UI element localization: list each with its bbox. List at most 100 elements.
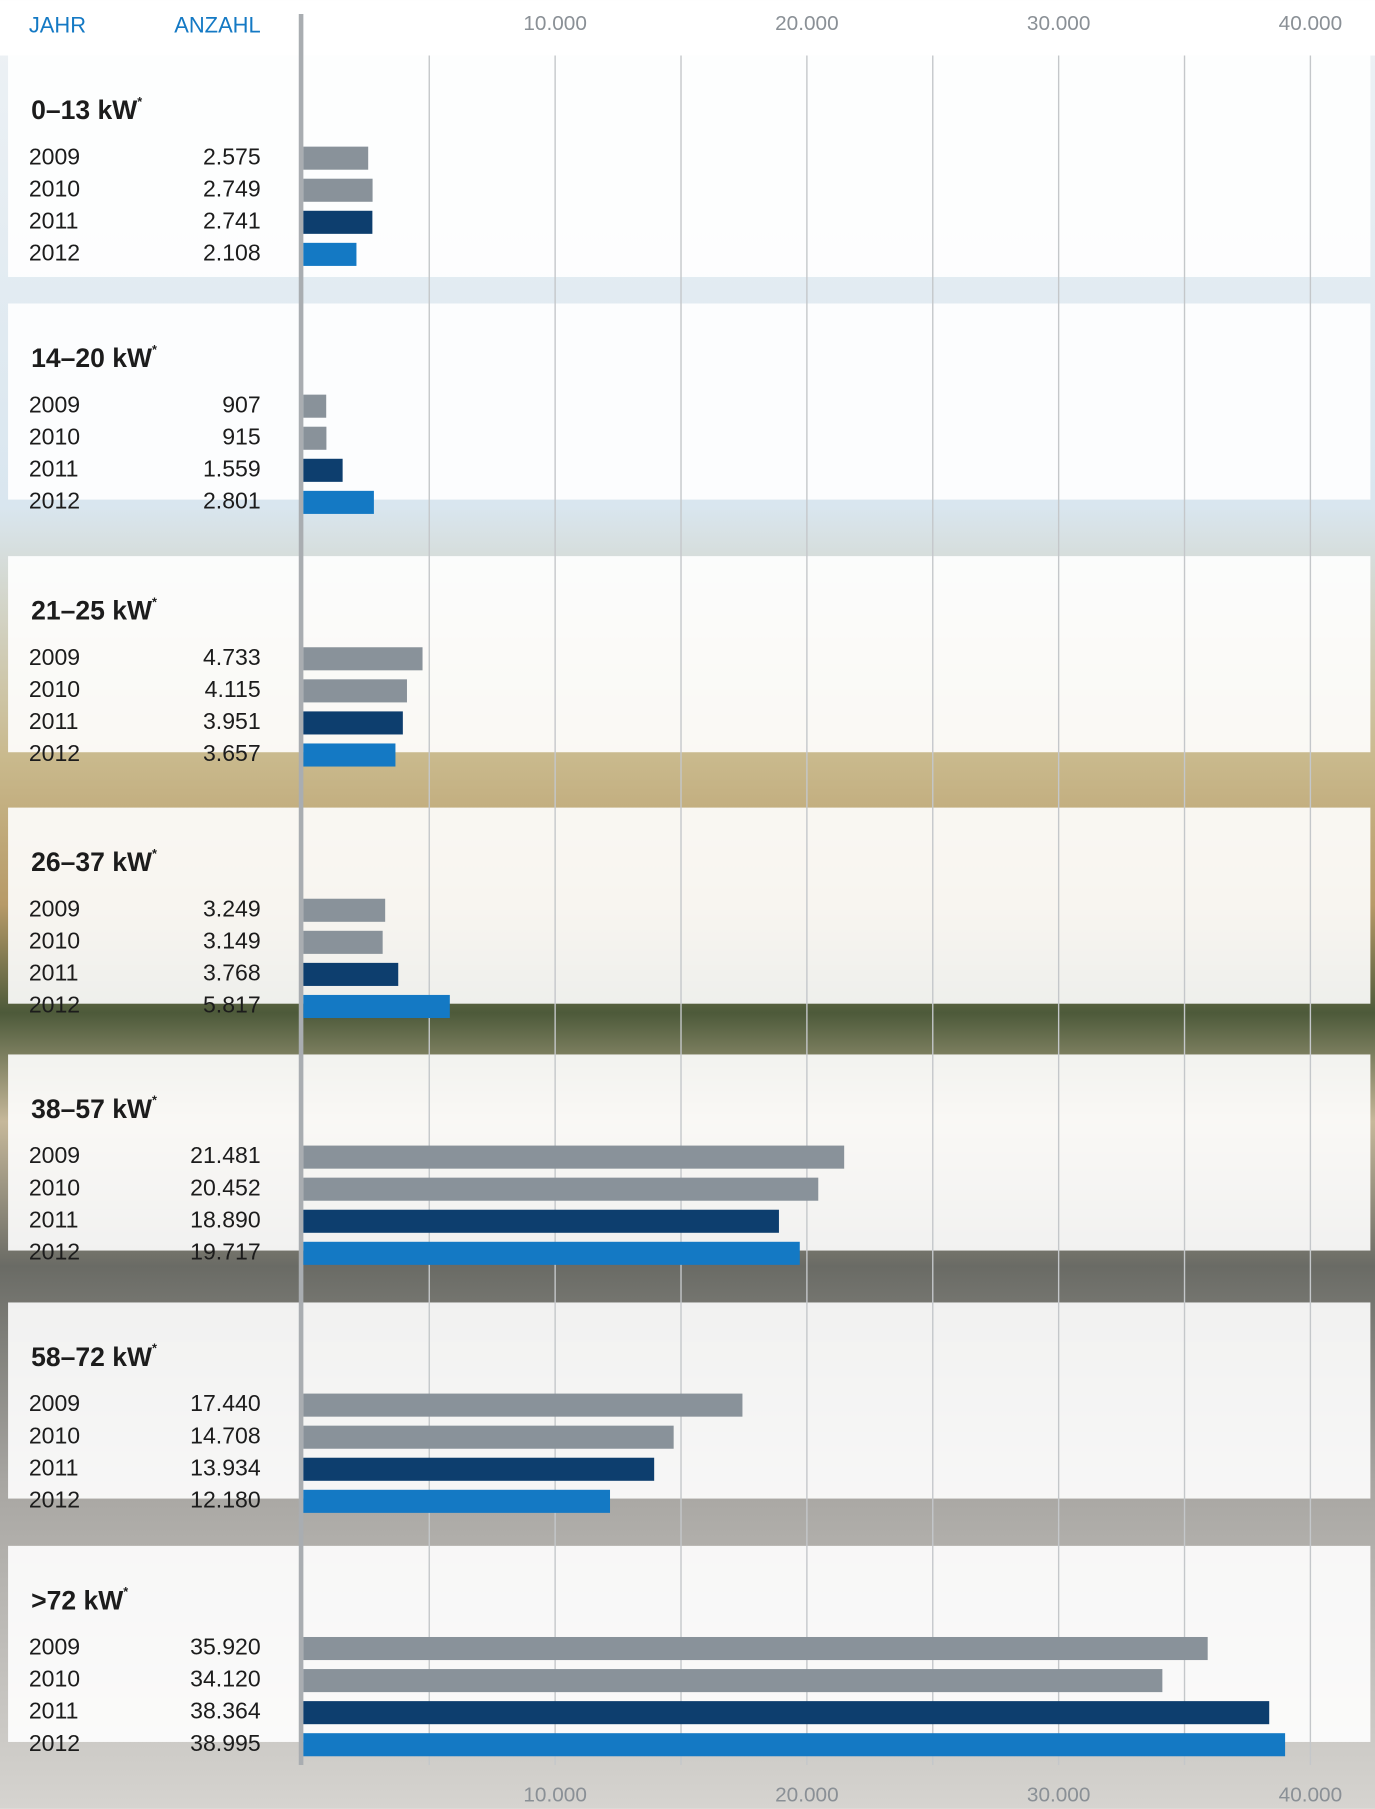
footnote-marker: *: [152, 596, 157, 610]
group-label: 26–37 kW: [31, 847, 152, 877]
bar: [303, 459, 342, 482]
value-label: 2.741: [203, 207, 261, 233]
year-label: 2011: [29, 207, 79, 233]
x-tick-label: 40.000: [1279, 12, 1342, 35]
bar: [303, 211, 372, 234]
bar: [303, 1458, 654, 1481]
value-label: 4.115: [205, 676, 261, 702]
group-title: 14–20 kW*: [31, 343, 157, 373]
x-tick-label: 20.000: [775, 12, 838, 35]
bar: [303, 491, 374, 514]
value-label: 3.657: [203, 740, 261, 766]
year-label: 2010: [29, 423, 80, 449]
value-label: 35.920: [190, 1634, 261, 1660]
group-label: 21–25 kW: [31, 596, 152, 626]
value-label: 4.733: [203, 644, 261, 670]
year-label: 2010: [29, 676, 80, 702]
bar: [303, 963, 398, 986]
bar: [303, 1733, 1285, 1756]
year-label: 2010: [29, 927, 80, 953]
year-label: 2012: [29, 1238, 80, 1264]
chart: JAHR ANZAHL 10.00010.00020.00020.00030.0…: [0, 0, 1375, 1809]
year-label: 2009: [29, 1390, 80, 1416]
year-label: 2011: [29, 708, 79, 734]
value-label: 38.364: [190, 1698, 261, 1724]
year-label: 2010: [29, 1422, 80, 1448]
bar: [303, 395, 326, 418]
value-label: 21.481: [190, 1142, 261, 1168]
value-label: 2.108: [203, 239, 261, 265]
group-label: 14–20 kW: [31, 343, 152, 373]
value-label: 915: [222, 423, 260, 449]
year-header: JAHR: [29, 12, 86, 37]
footnote-marker: *: [123, 1585, 128, 1599]
x-tick-label: 10.000: [523, 12, 586, 35]
group-title: 26–37 kW*: [31, 847, 157, 877]
footnote-marker: *: [152, 847, 157, 861]
year-label: 2009: [29, 1142, 80, 1168]
bar: [303, 1669, 1162, 1692]
x-tick-label: 10.000: [523, 1784, 586, 1807]
year-label: 2009: [29, 391, 80, 417]
year-label: 2009: [29, 895, 80, 921]
group-title: >72 kW*: [31, 1585, 128, 1615]
year-label: 2009: [29, 143, 80, 169]
year-label: 2011: [29, 455, 79, 481]
value-label: 1.559: [203, 455, 261, 481]
group-label: 38–57 kW: [31, 1094, 152, 1124]
group-label: >72 kW: [31, 1585, 123, 1615]
group-label: 58–72 kW: [31, 1342, 152, 1372]
year-label: 2010: [29, 175, 80, 201]
bar: [303, 679, 407, 702]
bar: [303, 1426, 673, 1449]
bar: [303, 931, 382, 954]
bar: [303, 647, 422, 670]
value-label: 20.452: [190, 1174, 261, 1200]
year-label: 2011: [29, 1206, 79, 1232]
bar: [303, 1178, 818, 1201]
year-label: 2010: [29, 1174, 80, 1200]
year-label: 2012: [29, 1486, 80, 1512]
value-label: 19.717: [190, 1238, 261, 1264]
year-label: 2012: [29, 1730, 80, 1756]
bar: [303, 1242, 799, 1265]
bar: [303, 1637, 1207, 1660]
group-title: 0–13 kW*: [31, 95, 142, 125]
bar: [303, 1146, 844, 1169]
footnote-marker: *: [152, 1094, 157, 1108]
value-label: 13.934: [190, 1454, 261, 1480]
bar: [303, 711, 402, 734]
bar: [303, 147, 368, 170]
year-label: 2009: [29, 644, 80, 670]
bar: [303, 1210, 779, 1233]
year-label: 2012: [29, 239, 80, 265]
value-label: 5.817: [203, 992, 261, 1018]
x-tick-label: 30.000: [1027, 12, 1090, 35]
bar: [303, 243, 356, 266]
value-label: 2.801: [203, 487, 261, 513]
value-label: 12.180: [190, 1486, 261, 1512]
bar: [303, 743, 395, 766]
year-label: 2012: [29, 487, 80, 513]
page: JAHR ANZAHL 10.00010.00020.00020.00030.0…: [0, 0, 1375, 1809]
x-tick-label: 20.000: [775, 1784, 838, 1807]
x-tick-label: 30.000: [1027, 1784, 1090, 1807]
year-label: 2012: [29, 992, 80, 1018]
value-label: 34.120: [190, 1666, 261, 1692]
value-label: 3.149: [203, 927, 261, 953]
year-label: 2011: [29, 959, 79, 985]
year-label: 2009: [29, 1634, 80, 1660]
value-label: 17.440: [190, 1390, 261, 1416]
value-label: 907: [222, 391, 260, 417]
value-label: 18.890: [190, 1206, 261, 1232]
group-label: 0–13 kW: [31, 95, 137, 125]
bar: [303, 899, 385, 922]
year-label: 2010: [29, 1666, 80, 1692]
footnote-marker: *: [137, 95, 142, 109]
bar: [303, 995, 449, 1018]
group-title: 21–25 kW*: [31, 596, 157, 626]
value-label: 3.768: [203, 959, 261, 985]
bar: [303, 1490, 610, 1513]
footnote-marker: *: [152, 343, 157, 357]
value-label: 38.995: [190, 1730, 261, 1756]
